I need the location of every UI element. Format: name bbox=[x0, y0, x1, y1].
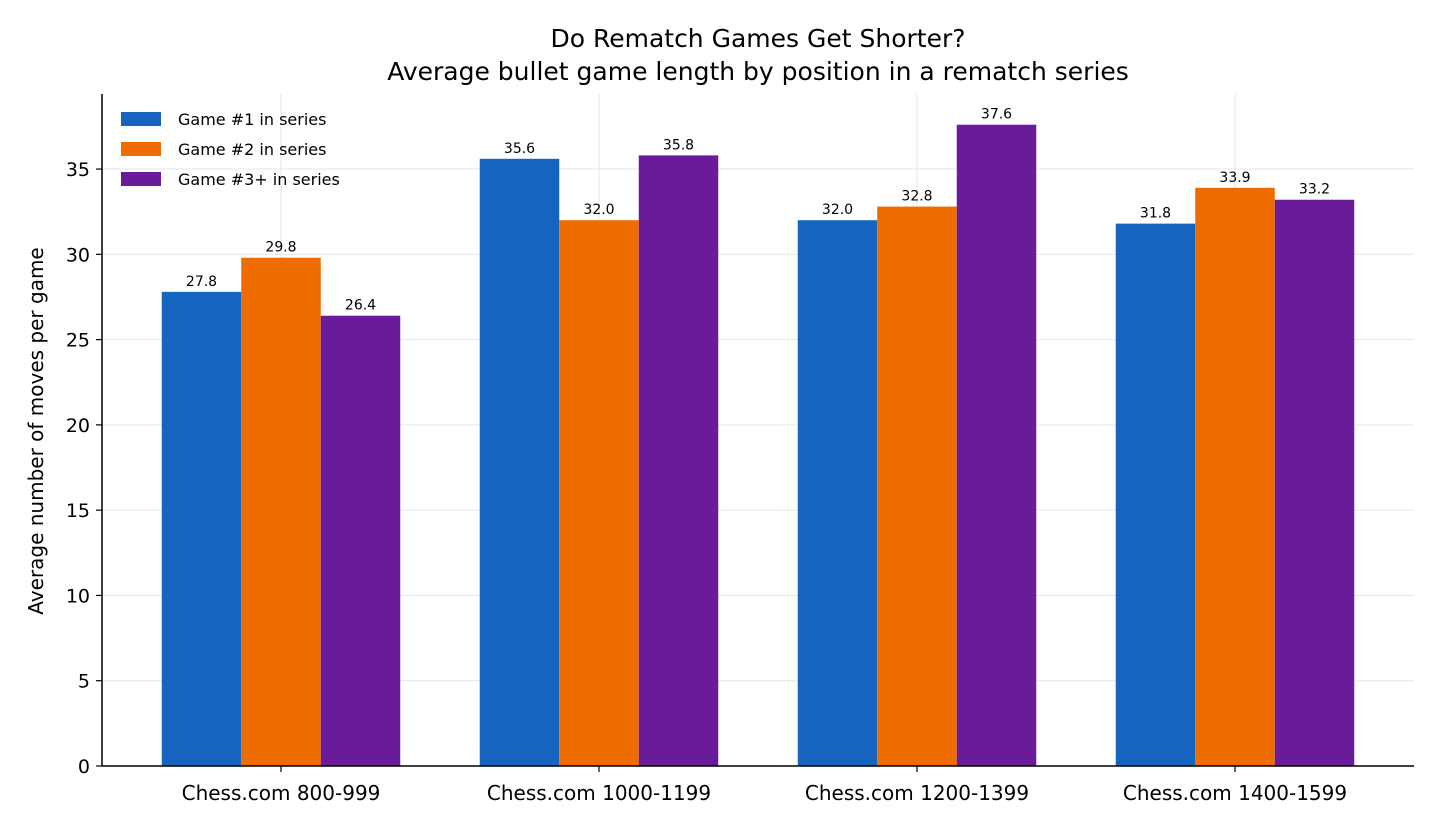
value-label-series2-cat4: 33.9 bbox=[1219, 170, 1250, 186]
legend-swatch-2 bbox=[121, 142, 161, 156]
y-tick-label-7: 35 bbox=[66, 159, 90, 181]
legend-label-1: Game #1 in series bbox=[178, 110, 326, 129]
y-tick-label-4: 20 bbox=[66, 415, 90, 437]
bars: 27.8 35.6 32.0 31.8 29.8 32.0 32.8 33.9 26.4 35.8… bbox=[161, 107, 1355, 767]
legend-label-3: Game #3+ in series bbox=[178, 170, 340, 189]
legend-label-2: Game #2 in series bbox=[178, 140, 326, 159]
value-label-series2-cat1: 29.8 bbox=[265, 240, 296, 256]
chart-title: Do Rematch Games Get Shorter? bbox=[550, 24, 965, 53]
value-label-series3-cat2: 35.8 bbox=[663, 137, 694, 153]
bar-series2-cat4 bbox=[1195, 187, 1275, 766]
legend-swatch-1 bbox=[121, 112, 161, 126]
bar-series1-cat3 bbox=[797, 220, 878, 766]
bar-series2-cat1 bbox=[241, 257, 321, 766]
x-tick-label-2: Chess.com 1200-1399 bbox=[805, 781, 1029, 805]
y-tick-label-2: 10 bbox=[66, 585, 90, 607]
bar-series2-cat2 bbox=[559, 220, 639, 766]
y-tick-label-3: 15 bbox=[66, 500, 90, 522]
value-label-series3-cat3: 37.6 bbox=[981, 107, 1012, 123]
bar-series2-cat3 bbox=[877, 206, 957, 766]
value-label-series3-cat1: 26.4 bbox=[345, 298, 376, 314]
y-tick-label-1: 5 bbox=[78, 671, 90, 693]
bar-series1-cat2 bbox=[479, 158, 560, 766]
y-axis-label: Average number of moves per game bbox=[24, 247, 48, 615]
value-label-series2-cat2: 32.0 bbox=[583, 202, 614, 218]
bar-series3-cat1 bbox=[320, 315, 401, 766]
x-tick-label-3: Chess.com 1400-1599 bbox=[1123, 781, 1347, 805]
chart-subtitle: Average bullet game length by position i… bbox=[387, 57, 1129, 86]
y-tick-label-6: 30 bbox=[66, 244, 90, 266]
axes: 0 5 10 15 20 25 30 35 Chess.com 800-999 Chess.com… bbox=[66, 94, 1414, 805]
bar-series3-cat4 bbox=[1274, 199, 1355, 766]
bar-series3-cat3 bbox=[956, 124, 1037, 767]
x-tick-label-0: Chess.com 800-999 bbox=[182, 781, 381, 805]
legend-swatch-3 bbox=[121, 172, 161, 186]
value-label-series3-cat4: 33.2 bbox=[1299, 182, 1330, 198]
value-label-series1-cat3: 32.0 bbox=[822, 202, 853, 218]
bar-series1-cat1 bbox=[161, 291, 242, 766]
value-label-series1-cat1: 27.8 bbox=[186, 274, 217, 290]
y-tick-label-5: 25 bbox=[66, 330, 90, 352]
legend: Game #1 in series Game #2 in series Game #… bbox=[121, 110, 340, 189]
bar-series1-cat4 bbox=[1115, 223, 1196, 766]
value-label-series2-cat3: 32.8 bbox=[901, 189, 932, 205]
bar-series3-cat2 bbox=[638, 155, 719, 767]
y-tick-label-0: 0 bbox=[78, 756, 90, 778]
value-label-series1-cat4: 31.8 bbox=[1140, 206, 1171, 222]
value-label-series1-cat2: 35.6 bbox=[504, 141, 535, 157]
x-tick-label-1: Chess.com 1000-1199 bbox=[487, 781, 711, 805]
